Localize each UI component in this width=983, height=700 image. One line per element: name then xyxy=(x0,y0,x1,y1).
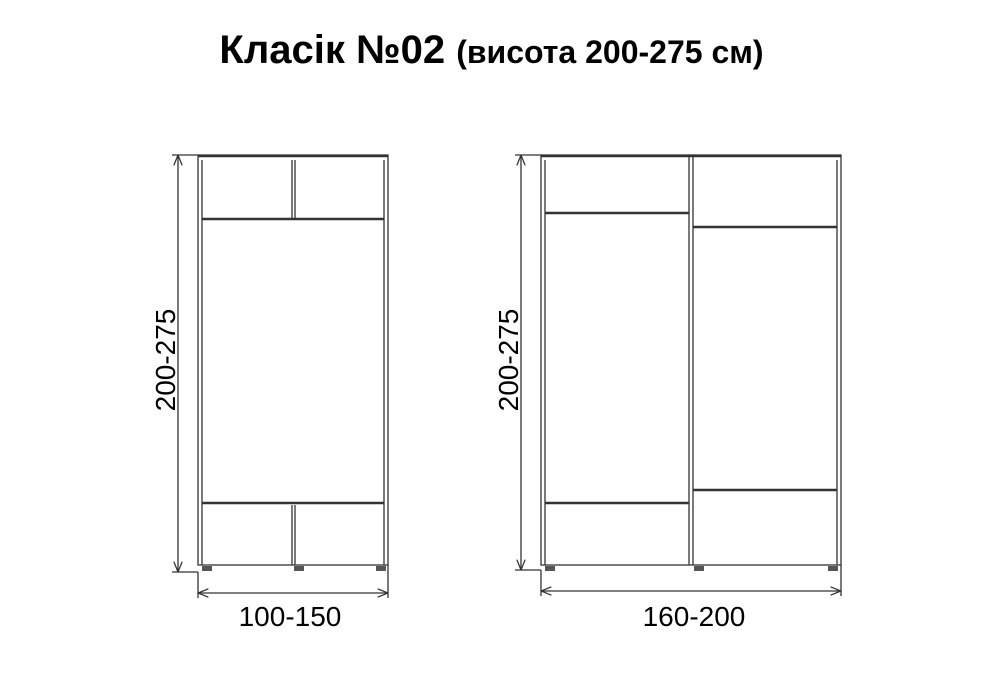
foot xyxy=(376,566,386,571)
foot xyxy=(545,566,555,571)
height-label: 200-275 xyxy=(150,309,181,412)
title-main: Класік №02 xyxy=(219,28,446,72)
height-label: 200-275 xyxy=(493,309,524,412)
page-title: Класік №02 (висота 200-275 см) xyxy=(0,28,983,73)
wardrobe-1: 200-275 100-150 xyxy=(150,154,389,632)
foot xyxy=(694,566,704,571)
foot xyxy=(202,566,212,571)
foot xyxy=(828,566,838,571)
title-subtitle: (висота 200-275 см) xyxy=(456,34,764,70)
width-label: 160-200 xyxy=(643,601,746,632)
foot xyxy=(294,566,304,571)
width-label: 100-150 xyxy=(239,601,342,632)
wardrobe-2: 200-275 160-200 xyxy=(493,154,842,632)
